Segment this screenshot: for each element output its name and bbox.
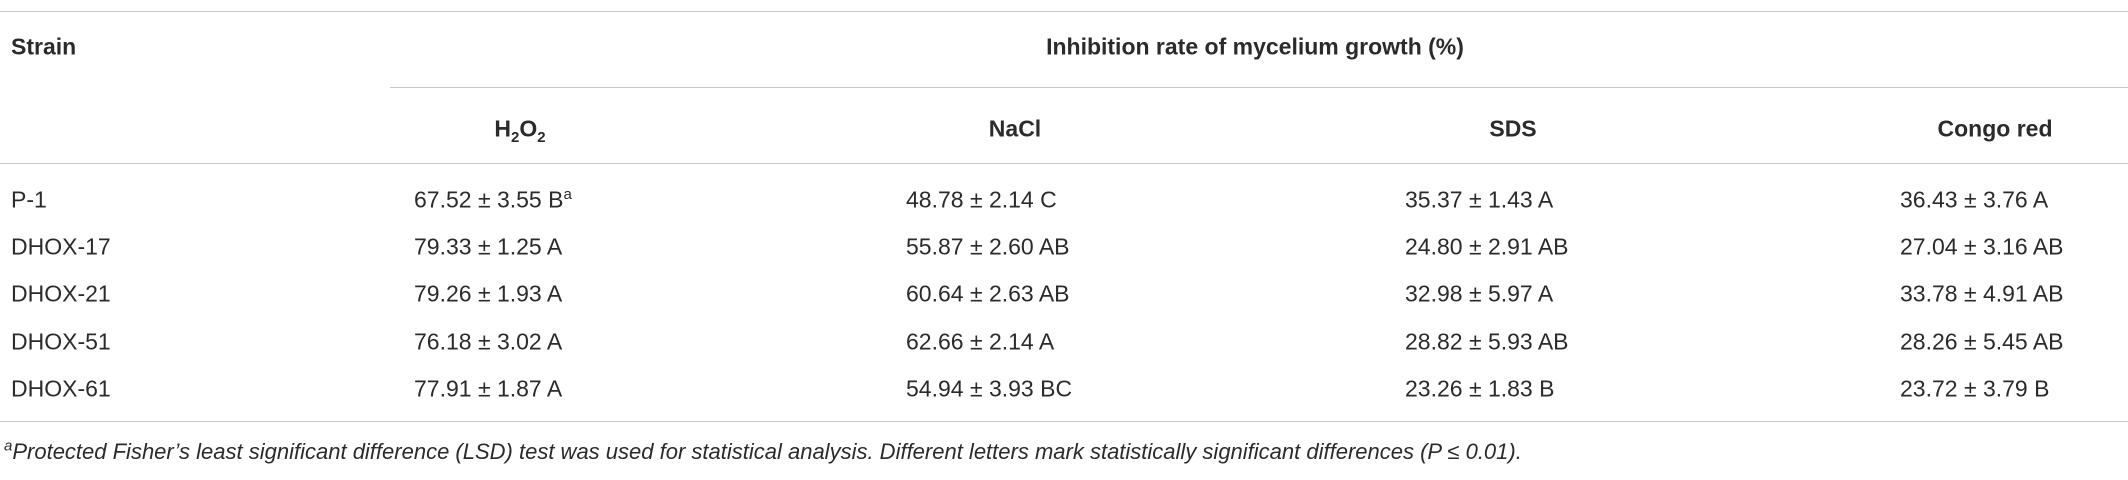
column-header: H2O2 (494, 115, 545, 145)
cell: 67.52 ± 3.55 Ba (414, 185, 572, 213)
subscript: 2 (511, 129, 520, 147)
cell: 35.37 ± 1.43 A (1405, 186, 1554, 213)
cell: 24.80 ± 2.91 AB (1405, 233, 1569, 260)
text: H (494, 115, 512, 142)
cell-text: 67.52 ± 3.55 B (414, 186, 564, 213)
strain-name: DHOX-51 (11, 328, 111, 355)
strain-name: P-1 (11, 186, 47, 213)
cell: 23.72 ± 3.79 B (1900, 375, 2050, 402)
cell: 48.78 ± 2.14 C (906, 186, 1057, 213)
rule (0, 421, 2128, 422)
footnote-mark: a (4, 437, 13, 455)
cell: 79.33 ± 1.25 A (414, 233, 563, 260)
strain-name: DHOX-17 (11, 233, 111, 260)
cell: 28.26 ± 5.45 AB (1900, 328, 2064, 355)
footnote-mark: a (563, 185, 572, 203)
cell: 55.87 ± 2.60 AB (906, 233, 1070, 260)
strain-header: Strain (11, 33, 77, 60)
cell: 36.43 ± 3.76 A (1900, 186, 2049, 213)
cell: 77.91 ± 1.87 A (414, 375, 563, 402)
footnote: aProtected Fisher’s least significant di… (4, 437, 1522, 464)
strain-name: DHOX-21 (11, 280, 111, 307)
cell: 23.26 ± 1.83 B (1405, 375, 1555, 402)
rule (390, 87, 2128, 88)
cell: 62.66 ± 2.14 A (906, 328, 1055, 355)
cell: 28.82 ± 5.93 AB (1405, 328, 1569, 355)
column-header: SDS (1489, 115, 1537, 142)
cell: 32.98 ± 5.97 A (1405, 280, 1554, 307)
footnote-text: Protected Fisher’s least significant dif… (12, 439, 1522, 464)
text: O (519, 115, 538, 142)
cell: 60.64 ± 2.63 AB (906, 280, 1070, 307)
cell: 54.94 ± 3.93 BC (906, 375, 1073, 402)
column-header: Congo red (1937, 115, 2053, 142)
cell: 33.78 ± 4.91 AB (1900, 280, 2064, 307)
cell: 79.26 ± 1.93 A (414, 280, 563, 307)
cell: 27.04 ± 3.16 AB (1900, 233, 2064, 260)
rule (0, 163, 2128, 164)
rule (0, 11, 2128, 12)
group-header: Inhibition rate of mycelium growth (%) (1046, 33, 1464, 60)
subscript: 2 (537, 129, 546, 147)
column-header: NaCl (988, 115, 1042, 142)
strain-name: DHOX-61 (11, 375, 111, 402)
cell: 76.18 ± 3.02 A (414, 328, 563, 355)
